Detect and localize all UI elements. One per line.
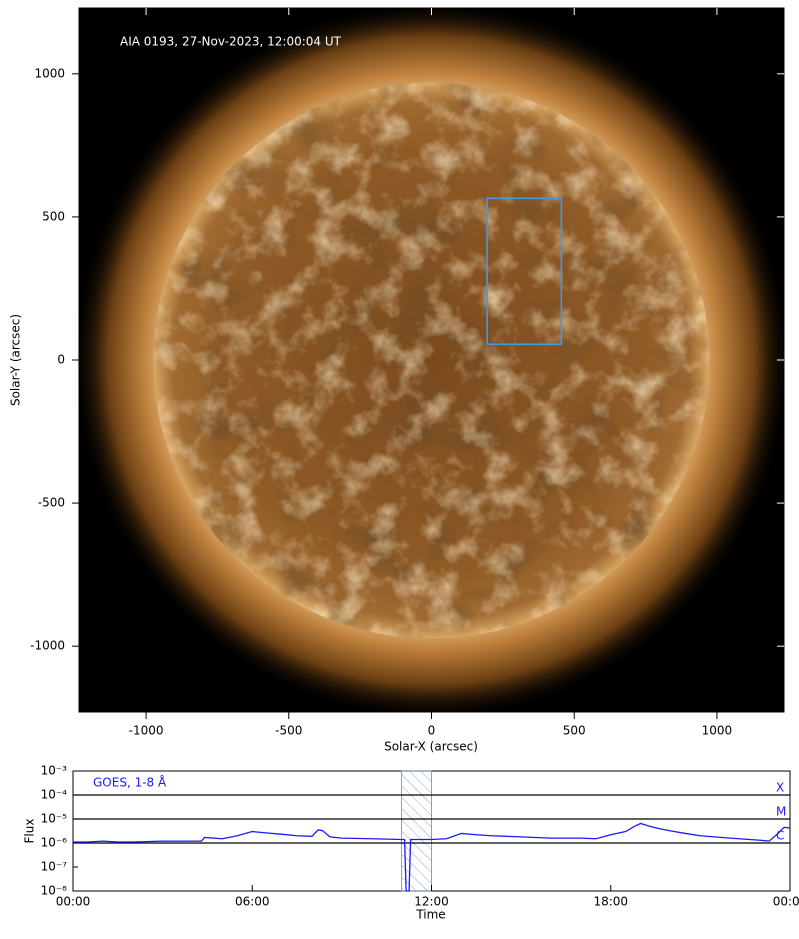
highlight-interval bbox=[401, 770, 432, 892]
image-title: AIA 0193, 27-Nov-2023, 12:00:04 UT bbox=[120, 35, 342, 49]
flare-class-label: M bbox=[776, 805, 786, 819]
y-tick-label: 10⁻⁷ bbox=[41, 860, 68, 874]
x-tick-label: 1000 bbox=[702, 724, 733, 738]
y-tick-label: 10⁻⁶ bbox=[41, 836, 68, 850]
x-tick-label: -1000 bbox=[129, 724, 164, 738]
x-tick-label: 06:00 bbox=[235, 895, 270, 909]
y-tick-label: 0 bbox=[57, 353, 65, 367]
flare-class-label: X bbox=[776, 781, 784, 795]
y-tick-label: -1000 bbox=[30, 639, 65, 653]
region-box bbox=[486, 197, 563, 346]
x-axis-label: Solar-X (arcsec) bbox=[384, 740, 478, 754]
x-tick-label: -500 bbox=[275, 724, 302, 738]
y-tick-label: 10⁻³ bbox=[41, 764, 68, 778]
y-tick-label: 10⁻⁵ bbox=[41, 812, 68, 826]
y-tick-label: -500 bbox=[38, 496, 65, 510]
x-tick-label: 00:00 bbox=[56, 895, 91, 909]
y-tick-label: 10⁻⁴ bbox=[41, 788, 68, 802]
solar-image bbox=[79, 8, 784, 712]
x-axis-label: Time bbox=[415, 908, 445, 922]
flare-class-label: C bbox=[776, 829, 784, 843]
flux-line bbox=[73, 822, 791, 892]
x-tick-label: 00:00 bbox=[773, 895, 799, 909]
y-tick-label: 500 bbox=[42, 209, 65, 223]
y-tick-label: 10⁻⁸ bbox=[41, 884, 68, 898]
x-tick-label: 12:00 bbox=[414, 895, 449, 909]
x-tick-label: 500 bbox=[563, 724, 586, 738]
y-axis-label: Flux bbox=[23, 819, 37, 844]
x-tick-label: 18:00 bbox=[593, 895, 628, 909]
y-axis-label: Solar-Y (arcsec) bbox=[9, 314, 23, 406]
y-tick-label: 1000 bbox=[34, 66, 65, 80]
goes-label: GOES, 1-8 Å bbox=[93, 775, 167, 790]
x-tick-label: 0 bbox=[428, 724, 436, 738]
